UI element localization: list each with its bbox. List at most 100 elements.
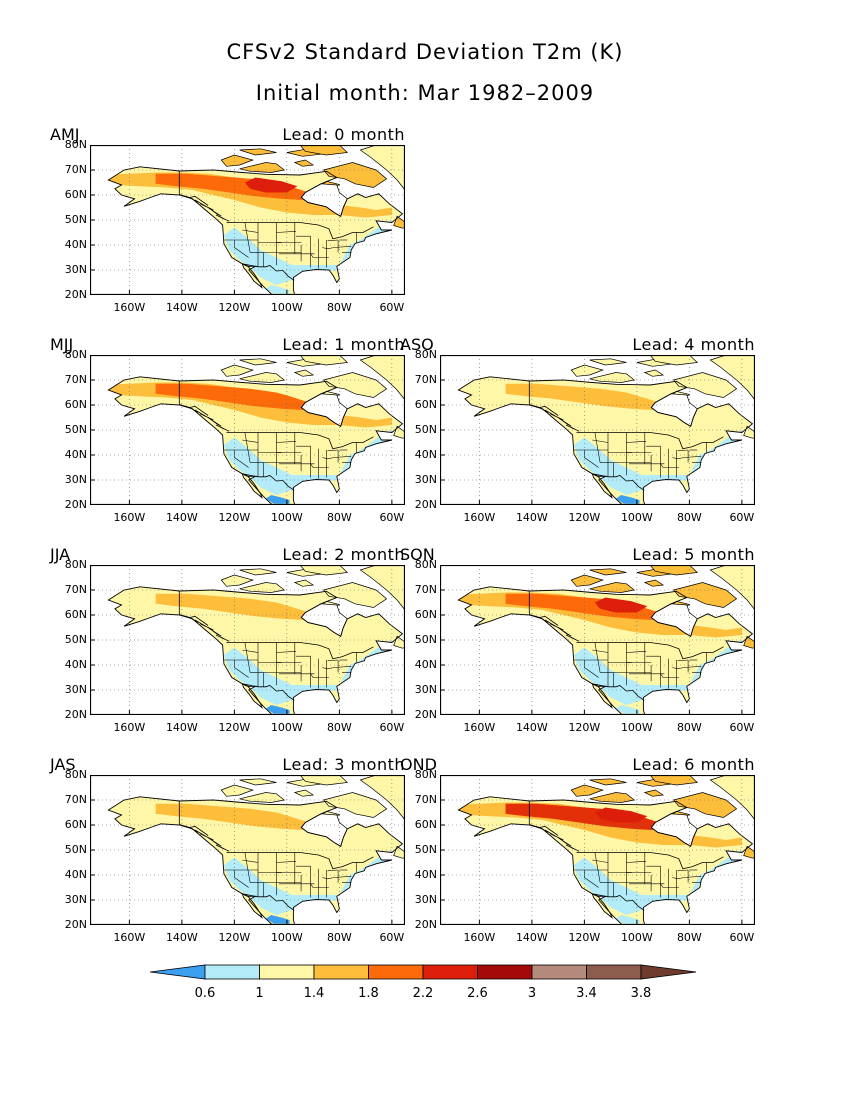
state-border (594, 852, 601, 883)
island (220, 784, 254, 797)
island (649, 355, 699, 366)
state-border (327, 239, 339, 242)
island (672, 582, 738, 608)
state-border (242, 649, 259, 653)
lat-tick-label: 40N (414, 658, 437, 671)
shade-highest (244, 177, 298, 193)
colorbar-label: 3.8 (630, 986, 652, 1001)
island (649, 775, 699, 786)
coast-detail (189, 827, 198, 833)
lon-tick-label: 160W (113, 511, 146, 524)
island (220, 574, 254, 587)
panel-lead-label: Lead: 6 month (632, 755, 755, 774)
lon-tick-label: 100W (620, 931, 653, 944)
state-border (677, 659, 689, 662)
state-border (276, 441, 297, 443)
colorbar-segment (259, 964, 315, 980)
lat-tick-label: 60N (64, 398, 87, 411)
lon-tick-label: 100W (620, 721, 653, 734)
state-border (310, 673, 329, 678)
us-canada-border (576, 642, 724, 660)
coastline (107, 796, 404, 925)
lat-tick-label: 50N (64, 843, 87, 856)
island (672, 372, 738, 398)
map-frame (440, 565, 755, 715)
state-border (310, 253, 329, 258)
baja-coast (591, 682, 613, 709)
lat-tick-label: 30N (414, 683, 437, 696)
lat-tick-label: 50N (414, 843, 437, 856)
coast-detail (213, 630, 222, 637)
island (393, 635, 405, 649)
baja-coast (241, 472, 263, 499)
colorbar-label: 3.4 (576, 986, 597, 1001)
lon-tick-label: 80W (326, 511, 352, 524)
panel-season-label: JJA (50, 545, 71, 564)
coast-detail (544, 829, 556, 837)
colorbar-segment (313, 964, 369, 980)
lon-tick-label: 60W (379, 511, 405, 524)
state-border (322, 247, 335, 250)
lat-tick-label: 50N (414, 423, 437, 436)
shade-lowest (615, 495, 640, 504)
lon-tick-label: 140W (515, 931, 548, 944)
lon-tick-label: 120W (568, 931, 601, 944)
state-border (626, 441, 647, 443)
island (220, 154, 254, 167)
island (643, 789, 665, 797)
lon-tick-label: 140W (165, 721, 198, 734)
map-panel-son: SON Lead: 5 month (400, 545, 755, 740)
coast-detail (221, 427, 230, 432)
coast-detail (563, 630, 572, 637)
lon-tick-label: 160W (113, 931, 146, 944)
panel-lead-label: Lead: 0 month (282, 125, 405, 144)
panel-lead-label: Lead: 2 month (282, 545, 405, 564)
shade-low (573, 850, 742, 915)
state-border (672, 457, 685, 460)
state-border (626, 651, 647, 653)
island (570, 574, 604, 587)
state-border (244, 432, 251, 463)
coast-detail (563, 420, 572, 427)
state-border (322, 667, 335, 670)
lon-tick-label: 100W (270, 721, 303, 734)
lon-tick-label: 80W (676, 721, 702, 734)
state-border (310, 463, 329, 468)
shade-high (505, 383, 664, 410)
island (293, 369, 315, 377)
island (322, 582, 388, 608)
coastline (457, 586, 754, 715)
panel-season-label: ASO (400, 335, 434, 354)
island (299, 355, 349, 366)
state-border (334, 246, 352, 248)
mexico-border (242, 473, 295, 491)
island (393, 215, 405, 229)
island (293, 789, 315, 797)
state-border (234, 870, 249, 888)
island (299, 565, 349, 576)
lat-tick-label: 70N (64, 163, 87, 176)
lat-tick-label: 20N (64, 708, 87, 721)
coast-detail (194, 409, 206, 417)
lat-tick-label: 70N (414, 373, 437, 386)
state-border (276, 231, 297, 233)
state-border (327, 869, 339, 872)
lon-tick-label: 140W (515, 721, 548, 734)
island (220, 364, 254, 377)
island (643, 369, 665, 377)
greenland (709, 565, 755, 611)
lat-tick-label: 80N (64, 138, 87, 151)
mexico-border (592, 893, 645, 911)
lon-tick-label: 160W (113, 301, 146, 314)
lat-tick-label: 30N (64, 893, 87, 906)
coast-detail (189, 407, 198, 413)
coast-detail (539, 827, 548, 833)
lon-tick-label: 160W (113, 721, 146, 734)
coast-detail (221, 637, 230, 642)
mexico-border (592, 473, 645, 491)
island (239, 148, 277, 156)
lat-tick-label: 40N (64, 658, 87, 671)
lat-tick-label: 50N (414, 633, 437, 646)
lat-tick-label: 30N (64, 683, 87, 696)
state-border (234, 240, 249, 258)
